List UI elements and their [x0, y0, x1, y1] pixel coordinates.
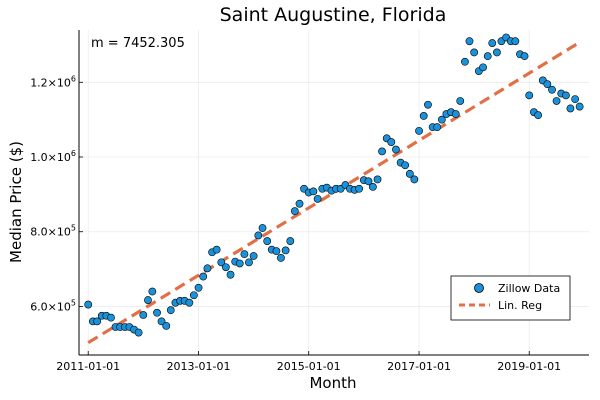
data-point — [217, 258, 226, 267]
data-point — [309, 187, 318, 196]
data-point — [148, 287, 157, 296]
data-point — [189, 291, 198, 300]
y-axis-label: Median Price ($) — [7, 141, 25, 263]
data-point — [571, 95, 580, 104]
data-point — [212, 245, 221, 254]
data-point — [470, 48, 479, 57]
x-axis-label: Month — [309, 374, 356, 392]
data-point — [254, 231, 263, 240]
data-point — [226, 270, 235, 279]
data-point — [410, 175, 419, 184]
data-point — [203, 264, 212, 273]
y-tick-label: 1.2×106 — [30, 74, 76, 89]
data-point — [153, 308, 161, 317]
data-point — [437, 115, 446, 124]
legend-marker-zillow — [474, 283, 484, 293]
data-point — [525, 91, 534, 100]
x-tick-label: 2017-01-01 — [387, 360, 451, 373]
chart-title: Saint Augustine, Florida — [220, 4, 447, 26]
data-point — [84, 300, 93, 309]
data-point — [534, 111, 543, 120]
x-tick-label: 2015-01-01 — [277, 360, 341, 373]
data-point — [166, 306, 175, 315]
y-tick-label: 8.0×105 — [30, 224, 76, 239]
x-tick-label: 2013-01-01 — [167, 360, 231, 373]
data-point — [548, 85, 556, 94]
data-point — [566, 104, 575, 113]
data-point — [277, 253, 285, 262]
data-point — [355, 184, 364, 193]
data-point — [263, 237, 272, 245]
data-point — [465, 37, 474, 46]
y-tick-label: 1.0×106 — [30, 149, 76, 164]
data-point — [157, 317, 166, 326]
data-point — [552, 97, 561, 105]
legend-label-linreg: Lin. Reg — [498, 299, 542, 312]
y-tick-label: 6.0×105 — [30, 298, 76, 313]
data-point — [433, 123, 442, 132]
x-tick-label: 2011-01-01 — [56, 360, 120, 373]
x-tick-label: 2019-01-01 — [497, 360, 561, 373]
data-point — [479, 63, 487, 72]
data-point — [221, 263, 230, 272]
data-point — [364, 177, 373, 186]
data-point — [368, 182, 377, 191]
data-point — [93, 317, 102, 326]
axes — [78, 30, 589, 356]
data-point — [424, 100, 432, 109]
data-point — [405, 169, 414, 178]
data-point — [401, 161, 410, 170]
data-point — [162, 321, 171, 330]
data-point — [258, 224, 267, 232]
data-point — [419, 112, 428, 120]
data-point — [483, 52, 492, 61]
legend: Zillow Data Lin. Reg — [450, 275, 571, 321]
data-point — [290, 207, 299, 216]
data-point — [392, 145, 400, 154]
data-point — [281, 246, 290, 255]
data-point — [387, 138, 396, 146]
data-point — [373, 175, 382, 184]
data-point — [139, 311, 148, 319]
data-point — [456, 97, 465, 105]
data-point — [194, 283, 203, 292]
data-point — [272, 247, 281, 256]
data-point — [488, 39, 497, 47]
data-point — [562, 91, 570, 100]
data-point — [378, 147, 386, 156]
data-point — [107, 313, 115, 322]
data-point — [575, 102, 584, 111]
data-point — [511, 37, 520, 46]
data-point — [415, 126, 423, 135]
data-point — [520, 52, 529, 61]
data-point — [461, 57, 469, 66]
data-point — [295, 199, 304, 208]
legend-box — [450, 275, 571, 321]
plot-marks — [84, 33, 584, 345]
data-point — [245, 258, 253, 267]
tick-labels: 2011-01-01 2013-01-01 2015-01-01 2017-01-01… — [30, 74, 561, 373]
data-point — [144, 296, 152, 304]
data-point — [543, 80, 552, 89]
data-point — [134, 328, 143, 337]
regression-line — [87, 40, 581, 345]
data-point — [199, 272, 208, 281]
data-point — [249, 252, 258, 260]
slope-annotation: m = 7452.305 — [91, 36, 185, 51]
data-point — [235, 259, 244, 268]
data-point — [313, 194, 322, 203]
data-point — [493, 48, 501, 57]
data-point — [451, 110, 460, 118]
legend-label-zillow: Zillow Data — [498, 282, 560, 295]
data-point — [240, 250, 249, 259]
data-point — [185, 298, 194, 307]
data-point — [286, 237, 295, 245]
